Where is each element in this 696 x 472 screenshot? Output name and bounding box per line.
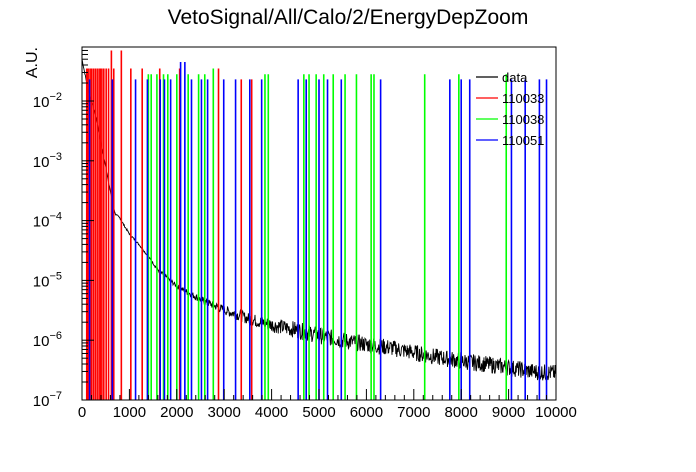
legend-label-110051: 110051 bbox=[502, 133, 544, 148]
x-tick-label: 10000 bbox=[535, 404, 577, 421]
x-tick-label: 5000 bbox=[302, 404, 335, 421]
legend-label-110033: 110033 bbox=[502, 91, 544, 106]
x-tick-label: 3000 bbox=[208, 404, 241, 421]
y-tick-label: 10−6 bbox=[33, 330, 62, 350]
y-tick-label: 10−7 bbox=[33, 390, 62, 410]
series-110033 bbox=[85, 50, 253, 400]
legend-label-110038: 110038 bbox=[502, 112, 544, 127]
y-tick-label: 10−3 bbox=[33, 151, 62, 171]
x-tick-label: 0 bbox=[78, 404, 86, 421]
plot-marks bbox=[82, 50, 556, 400]
y-tick-label: 10−2 bbox=[33, 91, 62, 111]
legend: data 110033 110038 110051 bbox=[476, 70, 544, 148]
x-tick-label: 9000 bbox=[492, 404, 525, 421]
x-tick-label: 6000 bbox=[350, 404, 383, 421]
x-tick-label: 2000 bbox=[160, 404, 193, 421]
x-tick-label: 8000 bbox=[445, 404, 478, 421]
series-110051 bbox=[88, 61, 548, 400]
x-axis: 0 1000 2000 3000 4000 5000 6000 7000 8000 9000 100… bbox=[78, 389, 577, 421]
chart-title: VetoSignal/All/Calo/2/EnergyDepZoom bbox=[167, 6, 529, 29]
x-tick-label: 4000 bbox=[255, 404, 288, 421]
y-tick-label: 10−5 bbox=[33, 270, 62, 290]
y-axis-label: A.U. bbox=[24, 47, 41, 78]
y-axis: 10−7 10−6 10−5 10−4 10−3 10−2 bbox=[33, 49, 94, 410]
x-tick-label: 7000 bbox=[397, 404, 430, 421]
y-tick-label: 10−4 bbox=[33, 211, 62, 231]
x-tick-label: 1000 bbox=[113, 404, 146, 421]
legend-label-data: data bbox=[502, 70, 528, 85]
series-110038 bbox=[147, 68, 508, 400]
